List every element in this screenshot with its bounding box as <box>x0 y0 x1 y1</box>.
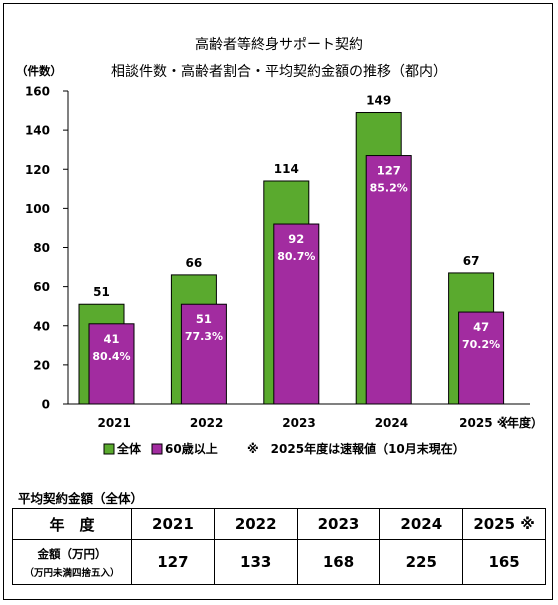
legend-swatch-over60 <box>151 443 163 455</box>
x-tick-label: 2022 <box>190 416 223 430</box>
data-label-total: 51 <box>93 285 110 299</box>
bar-over60 <box>458 311 505 405</box>
amount-cell: 168 <box>296 539 381 585</box>
data-label-total: 66 <box>186 256 203 270</box>
data-label-over60: 51 <box>196 312 212 326</box>
chart-subtitle: 相談件数・高齢者割合・平均契約金額の推移（都内） <box>111 64 447 80</box>
y-tick-label: 60 <box>33 280 50 294</box>
y-tick-label: 140 <box>25 124 50 138</box>
data-label-total: 114 <box>274 162 299 176</box>
x-tick-label: 2024 <box>375 416 408 430</box>
data-label-percent: 80.4% <box>92 350 130 363</box>
y-tick-label: 80 <box>33 241 50 255</box>
y-tick-label: 0 <box>42 398 50 412</box>
year-cell: 2024 <box>379 508 464 540</box>
data-label-over60: 92 <box>288 232 304 246</box>
amount-header-note: （万円未満四捨五入） <box>24 567 120 579</box>
data-label-total: 149 <box>366 94 391 108</box>
year-header: 年 度 <box>12 508 132 540</box>
y-tick-label: 160 <box>25 85 50 99</box>
legend-label-total: 全体 <box>116 441 142 456</box>
legend-label-over60: 60歳以上 <box>165 441 218 456</box>
x-tick-label: 2021 <box>97 416 130 430</box>
table-amount-row: 金額（万円） （万円未満四捨五入） 127 133 168 225 165 <box>12 539 546 585</box>
table-title: 平均契約金額（全体） <box>18 491 144 506</box>
data-label-total: 67 <box>463 254 480 268</box>
bar-chart: 0 20 40 60 80 100 120 140 160 51 41 80.4% 2021 66 51 77… <box>25 85 543 457</box>
data-label-over60: 127 <box>377 164 401 178</box>
bar-over60 <box>88 323 135 405</box>
x-tick-label: 2025 ※ <box>459 416 508 430</box>
contract-amount-table: 年 度 2021 2022 2023 2024 2025 ※ 金額（万円） （万… <box>12 508 546 585</box>
amount-cell: 127 <box>131 539 215 585</box>
y-tick-label: 40 <box>33 319 50 333</box>
amount-cell: 133 <box>213 539 298 585</box>
amount-cell: 225 <box>379 539 464 585</box>
data-label-over60: 41 <box>103 332 119 346</box>
amount-header-label: 金額（万円） <box>37 546 107 561</box>
y-tick-label: 120 <box>25 163 50 177</box>
data-label-percent: 85.2% <box>370 182 408 195</box>
chart-title: 高齢者等終身サポート契約 <box>195 37 363 53</box>
data-label-percent: 80.7% <box>277 250 315 263</box>
year-cell: 2022 <box>213 508 298 540</box>
year-cell: 2025 ※ <box>462 508 546 540</box>
bar-over60 <box>365 155 412 405</box>
table-header-row: 年 度 2021 2022 2023 2024 2025 ※ <box>12 508 546 540</box>
chart-frame <box>3 3 553 600</box>
y-tick-label: 20 <box>33 358 50 372</box>
bar-over60 <box>273 223 320 405</box>
data-label-percent: 77.3% <box>185 330 223 343</box>
legend-swatch-total <box>103 443 115 455</box>
year-cell: 2021 <box>131 508 215 540</box>
x-axis-unit: （年度） <box>495 415 543 430</box>
bar-over60 <box>180 303 227 405</box>
amount-header: 金額（万円） （万円未満四捨五入） <box>12 539 132 585</box>
y-axis-unit: （件数） <box>16 64 62 78</box>
data-label-percent: 70.2% <box>462 338 500 351</box>
amount-cell: 165 <box>462 539 546 585</box>
y-tick-label: 100 <box>25 202 50 216</box>
x-tick-label: 2023 <box>282 416 315 430</box>
legend-note: ※ 2025年度は速報値（10月末現在） <box>247 441 465 456</box>
data-label-over60: 47 <box>473 320 489 334</box>
year-cell: 2023 <box>296 508 381 540</box>
